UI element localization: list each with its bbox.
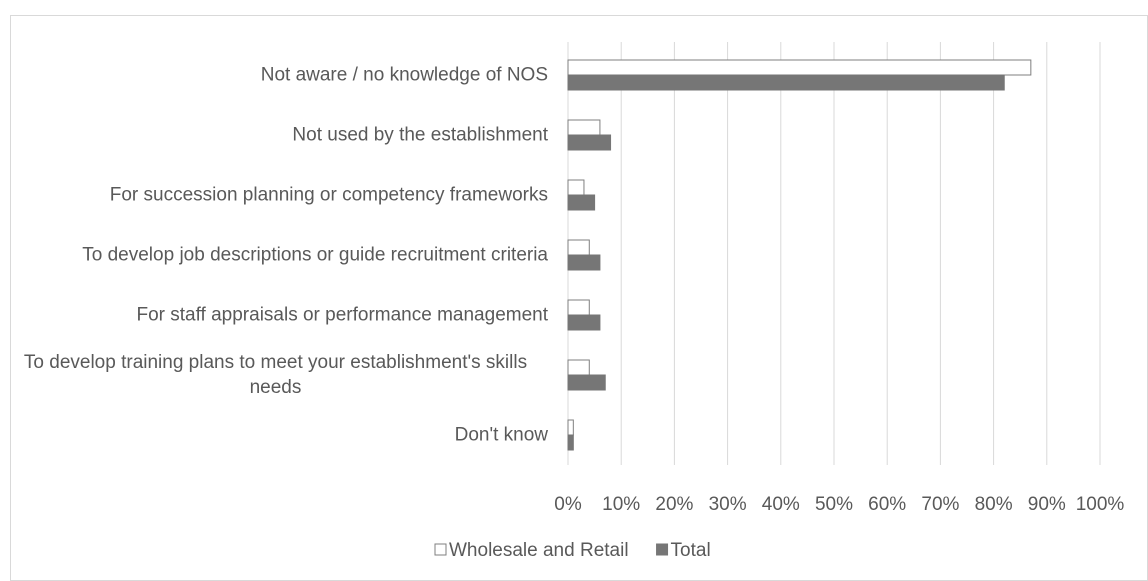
x-tick-label: 50% [815, 494, 853, 515]
legend-label: Wholesale and Retail [449, 540, 629, 561]
category-label-box: To develop training plans to meet your e… [3, 350, 548, 400]
category-label-box: For succession planning or competency fr… [110, 183, 548, 208]
category-label-box: For staff appraisals or performance mana… [136, 303, 548, 328]
x-tick-label: 60% [868, 494, 906, 515]
legend-label: Total [671, 540, 711, 561]
x-tick-label: 10% [602, 494, 640, 515]
bar [567, 119, 601, 136]
x-tick-label: 30% [709, 494, 747, 515]
x-tick-label: 40% [762, 494, 800, 515]
category-label-box: Not used by the establishment [292, 123, 548, 148]
y-tick-label: For succession planning or competency fr… [109, 184, 548, 206]
category-label-box: Not aware / no knowledge of NOS [261, 63, 548, 88]
bar [567, 134, 612, 151]
y-tick-label: Not used by the establishment [292, 124, 548, 146]
legend-marker [656, 543, 669, 556]
bar [567, 299, 590, 316]
bar [567, 59, 1032, 76]
bar [567, 314, 601, 331]
y-tick-label: For staff appraisals or performance mana… [136, 304, 548, 326]
legend-marker [434, 543, 447, 556]
bar [567, 359, 590, 376]
x-tick-label: 20% [655, 494, 693, 515]
x-tick-label: 70% [921, 494, 959, 515]
x-tick-label: 80% [975, 494, 1013, 515]
category-label-box: To develop job descriptions or guide rec… [82, 243, 548, 268]
x-tick-label: 90% [1028, 494, 1066, 515]
bar [567, 239, 590, 256]
chart-border [10, 15, 1148, 581]
bar [567, 374, 606, 391]
bar [567, 419, 574, 436]
category-label-box: Don't know [455, 423, 548, 448]
y-tick-label: To develop training plans to meet your e… [23, 352, 528, 398]
x-tick-label: 0% [554, 494, 582, 515]
y-tick-label: To develop job descriptions or guide rec… [82, 244, 548, 266]
bar [567, 254, 601, 271]
bar [567, 194, 596, 211]
y-tick-label: Don't know [454, 424, 548, 446]
bar [567, 74, 1005, 91]
bar [567, 434, 574, 451]
bar [567, 179, 585, 196]
y-tick-label: Not aware / no knowledge of NOS [260, 64, 548, 86]
x-tick-label: 100% [1076, 494, 1125, 515]
